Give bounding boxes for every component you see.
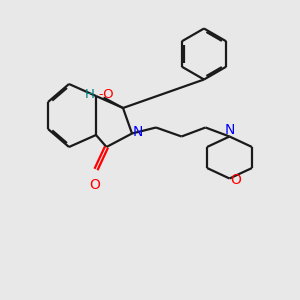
Text: O: O <box>89 178 100 192</box>
Text: O: O <box>230 173 241 187</box>
Text: N: N <box>132 125 142 139</box>
Text: -O: -O <box>98 88 114 101</box>
Text: H: H <box>85 88 94 101</box>
Text: N: N <box>224 123 235 137</box>
